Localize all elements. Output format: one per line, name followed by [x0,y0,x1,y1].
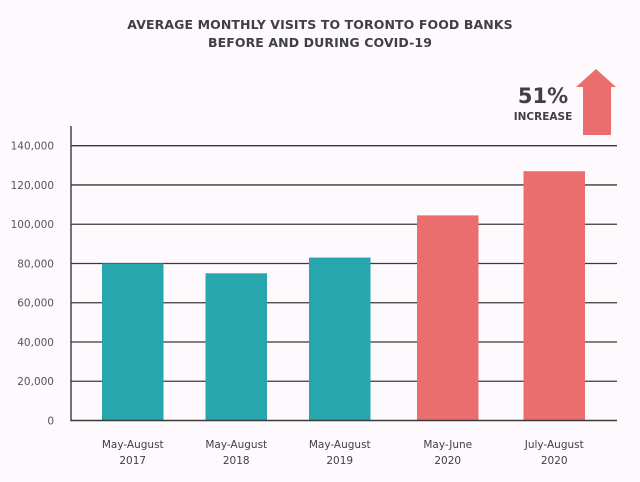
category-label: May-August 2017 [102,439,164,467]
bar-1 [102,263,164,421]
up-arrow-icon [576,69,616,135]
category-label-line: 2018 [223,455,250,467]
bar-3 [309,257,371,421]
y-tick-label: 20,000 [17,376,54,388]
category-label-line: May-August [309,439,371,451]
increase-percent: 51% [517,84,569,108]
category-label-line: 2020 [434,455,461,467]
y-tick-label: 100,000 [11,219,54,231]
y-tick-labels: 0 20,000 40,000 60,000 80,000 100,000 120,000 1… [11,141,54,428]
category-label-line: 2019 [326,455,353,467]
y-tick-label: 0 [47,416,54,428]
category-label: May-August 2019 [309,439,371,467]
bars [102,171,585,421]
category-label-line: May-August [102,439,164,451]
bar-5 [523,171,585,421]
increase-label: INCREASE [513,111,573,123]
chart-title-line-1: AVERAGE MONTHLY VISITS TO TORONTO FOOD B… [127,17,513,32]
category-label-line: May-August [205,439,267,451]
category-label-line: 2017 [119,455,146,467]
chart-subtitle: BEFORE AND DURING COVID-19 [207,35,433,50]
axes [70,126,617,422]
bar-2 [205,273,267,421]
y-tick-label: 120,000 [11,180,54,192]
category-label-line: May-June [423,439,472,451]
category-label: May-June 2020 [423,439,472,467]
chart-title: AVERAGE MONTHLY VISITS TO TORONTO FOOD B… [0,16,640,52]
y-tick-label: 80,000 [17,258,54,270]
category-label-line: July-August [524,439,584,451]
bar-4 [417,215,479,421]
x-category-labels: May-August 2017 May-August 2018 May-August 20… [102,439,584,467]
y-tick-label: 140,000 [11,141,54,153]
y-tick-label: 60,000 [17,298,54,310]
y-tick-label: 40,000 [17,337,54,349]
category-label: May-August 2018 [205,439,267,467]
category-label: July-August 2020 [524,439,584,467]
category-label-line: 2020 [541,455,568,467]
